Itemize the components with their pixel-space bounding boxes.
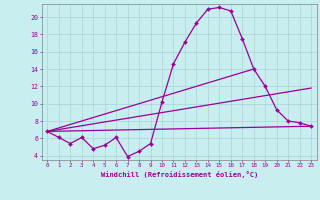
X-axis label: Windchill (Refroidissement éolien,°C): Windchill (Refroidissement éolien,°C) [100, 171, 258, 178]
